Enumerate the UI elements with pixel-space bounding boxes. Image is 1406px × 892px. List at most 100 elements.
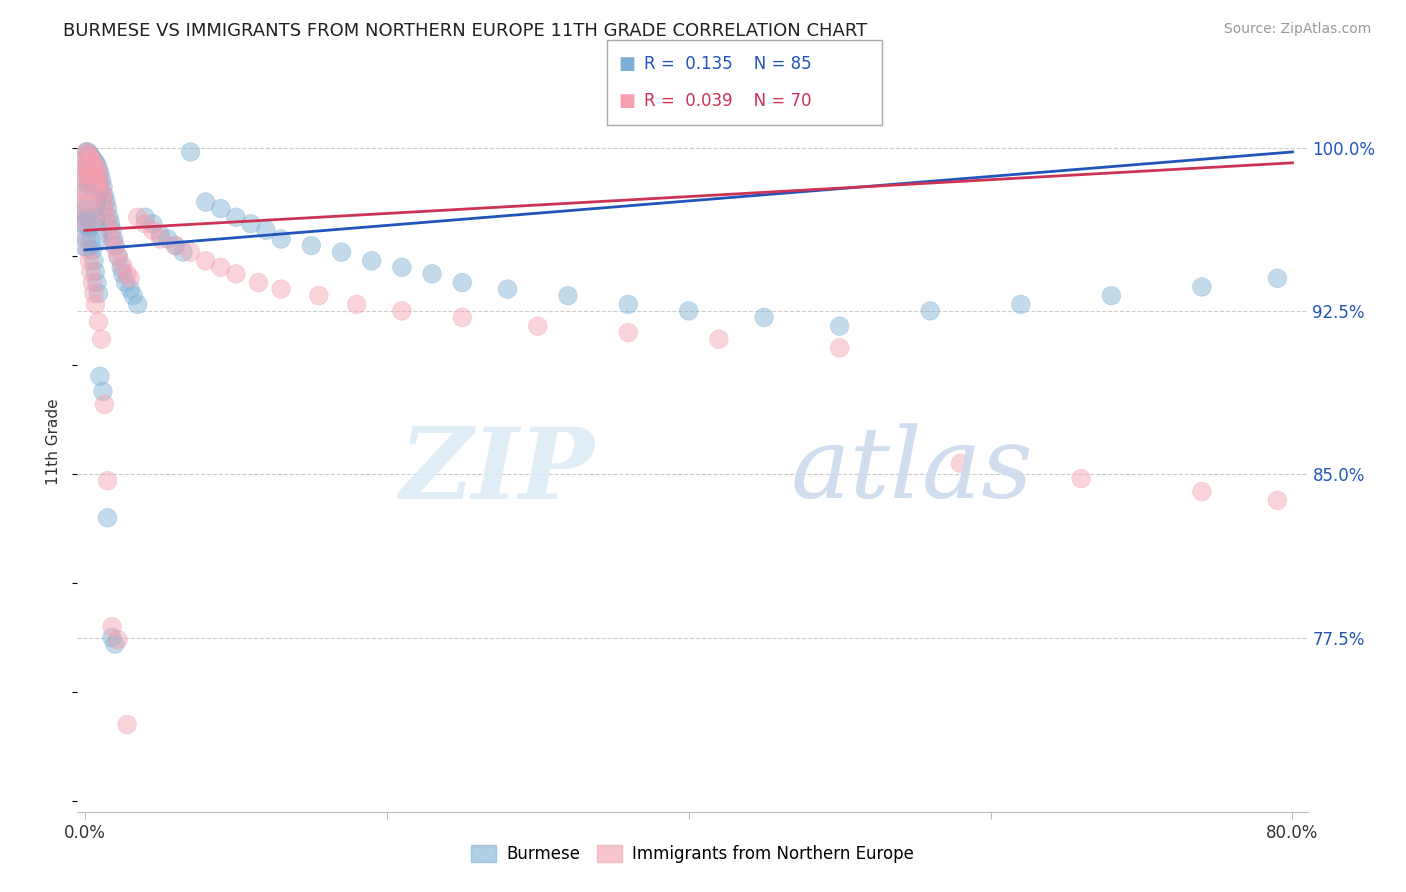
- Point: [98, 223, 121, 237]
- Point: [75, 194, 97, 209]
- Point: [79, 175, 101, 190]
- Point: [172, 245, 194, 260]
- Point: [127, 211, 149, 225]
- Point: [89, 175, 111, 190]
- Point: [77, 169, 100, 183]
- Point: [104, 637, 127, 651]
- Point: [101, 232, 124, 246]
- Point: [75, 156, 97, 170]
- Point: [87, 315, 110, 329]
- Point: [949, 456, 972, 470]
- Point: [114, 276, 136, 290]
- Point: [451, 310, 474, 325]
- Point: [110, 260, 132, 275]
- Point: [391, 304, 413, 318]
- Point: [77, 178, 100, 192]
- Point: [180, 145, 202, 159]
- Point: [86, 158, 108, 172]
- Point: [1099, 288, 1122, 302]
- Point: [83, 169, 105, 183]
- Point: [86, 276, 108, 290]
- Point: [209, 260, 232, 275]
- Point: [111, 267, 134, 281]
- Point: [83, 156, 105, 170]
- Point: [1191, 484, 1213, 499]
- Point: [86, 173, 108, 187]
- Point: [557, 288, 579, 302]
- Point: [225, 267, 247, 281]
- Point: [270, 282, 292, 296]
- Point: [79, 149, 101, 163]
- Legend: Burmese, Immigrants from Northern Europe: Burmese, Immigrants from Northern Europe: [464, 838, 921, 870]
- Point: [134, 211, 156, 225]
- Point: [87, 167, 110, 181]
- Point: [91, 188, 114, 202]
- Point: [360, 253, 382, 268]
- Point: [617, 297, 640, 311]
- Point: [77, 188, 100, 202]
- Point: [920, 304, 942, 318]
- Point: [83, 286, 105, 301]
- Point: [75, 145, 97, 159]
- Point: [96, 202, 118, 216]
- Point: [77, 145, 100, 159]
- Point: [79, 147, 101, 161]
- Point: [678, 304, 700, 318]
- Point: [77, 158, 100, 172]
- Point: [107, 632, 129, 647]
- Point: [330, 245, 353, 260]
- Point: [84, 169, 107, 183]
- Point: [752, 310, 775, 325]
- Point: [77, 211, 100, 225]
- Point: [94, 206, 117, 220]
- Point: [100, 217, 122, 231]
- Point: [254, 223, 277, 237]
- Point: [115, 267, 138, 281]
- Point: [156, 232, 179, 246]
- Point: [101, 631, 124, 645]
- Point: [80, 149, 103, 163]
- Point: [80, 173, 103, 187]
- Point: [180, 245, 202, 260]
- Point: [94, 194, 117, 209]
- Text: atlas: atlas: [792, 424, 1033, 519]
- Point: [83, 253, 105, 268]
- Point: [617, 326, 640, 340]
- Point: [82, 276, 104, 290]
- Point: [165, 238, 187, 252]
- Point: [101, 223, 124, 237]
- Text: Source: ZipAtlas.com: Source: ZipAtlas.com: [1223, 22, 1371, 37]
- Point: [299, 238, 322, 252]
- Point: [96, 510, 118, 524]
- Point: [82, 167, 104, 181]
- Point: [80, 152, 103, 166]
- Text: R =  0.039    N = 70: R = 0.039 N = 70: [644, 92, 811, 110]
- Point: [80, 232, 103, 246]
- Point: [79, 162, 101, 177]
- Point: [1191, 280, 1213, 294]
- Y-axis label: 11th Grade: 11th Grade: [46, 398, 62, 485]
- Point: [1070, 471, 1092, 485]
- Text: R =  0.135    N = 85: R = 0.135 N = 85: [644, 55, 811, 73]
- Point: [194, 253, 217, 268]
- Point: [451, 276, 474, 290]
- Point: [83, 153, 105, 168]
- Point: [83, 167, 105, 181]
- Point: [84, 173, 107, 187]
- Point: [89, 167, 111, 181]
- Text: BURMESE VS IMMIGRANTS FROM NORTHERN EUROPE 11TH GRADE CORRELATION CHART: BURMESE VS IMMIGRANTS FROM NORTHERN EURO…: [63, 22, 868, 40]
- Point: [308, 288, 330, 302]
- Point: [149, 227, 172, 242]
- Point: [149, 232, 172, 246]
- Point: [77, 211, 100, 225]
- Point: [79, 221, 101, 235]
- Point: [707, 332, 730, 346]
- Point: [75, 227, 97, 242]
- Point: [104, 241, 127, 255]
- Point: [247, 276, 270, 290]
- Point: [107, 250, 129, 264]
- Point: [165, 238, 187, 252]
- Point: [77, 156, 100, 170]
- Point: [1010, 297, 1032, 311]
- Point: [90, 184, 112, 198]
